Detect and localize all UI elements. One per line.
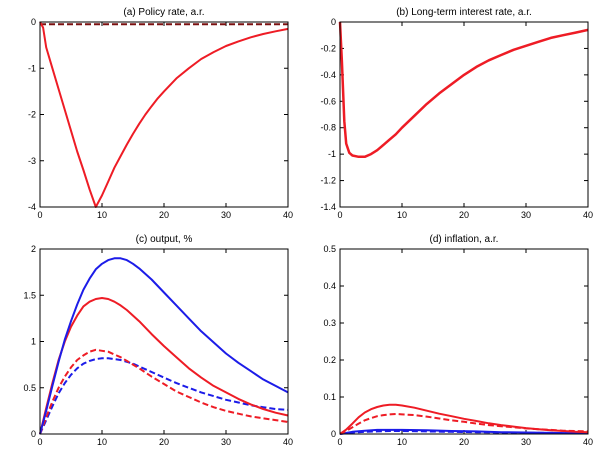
chart-long-term-rate: (b) Long-term interest rate, a.r. 0 10 20 3…: [300, 0, 600, 227]
chart-title-b: (b) Long-term interest rate, a.r.: [396, 7, 532, 18]
x-tick-label: 10: [397, 210, 407, 220]
chart-output: (c) output, % 0 10 20 30 40 0 0.5 1 1.5 2: [0, 227, 300, 454]
x-tick-label: 30: [521, 210, 531, 220]
x-tick-label: 20: [459, 437, 469, 447]
y-tick-label: -1.4: [320, 202, 336, 212]
y-tick-label: 0: [31, 429, 36, 439]
output-blue-dashed: [39, 357, 289, 435]
y-tick-label: 0.3: [323, 318, 336, 328]
y-tick-label: 0.4: [323, 281, 336, 291]
y-tick-label: -1: [28, 63, 36, 73]
y-tick-label: -3: [28, 156, 36, 166]
axes-box: [339, 248, 589, 435]
y-tick-label: 0: [331, 429, 336, 439]
chart-inflation: (d) inflation, a.r. 0 10 20 30 40 0 0.1 0.2 0.3 0…: [300, 227, 600, 454]
x-tick-label: 40: [583, 437, 593, 447]
y-tick-label: 0.5: [23, 383, 36, 393]
chart-policy-rate: (a) Policy rate, a.r. 0 10 20 30 40 0 -1 -2 -3 -4: [0, 0, 300, 227]
x-tick-label: 0: [37, 210, 42, 220]
inflation-red-solid: [339, 403, 589, 435]
y-tick-label: -0.8: [320, 123, 336, 133]
y-tick-label: 0.2: [323, 355, 336, 365]
chart-title-a: (a) Policy rate, a.r.: [123, 7, 205, 18]
inflation-blue-solid: [339, 428, 588, 435]
long-term-rate-plot: 0 10 20 30 40 0 -0.2 -0.4 -0.6 -0.8 -1 -1.2 -1.4: [320, 17, 593, 220]
y-tick-label: 0: [31, 17, 36, 27]
y-tick-label: -0.6: [320, 96, 336, 106]
x-tick-label: 40: [283, 437, 293, 447]
y-tick-label: -1: [328, 149, 336, 159]
y-tick-label: 0.1: [323, 392, 336, 402]
axes-box: [339, 21, 589, 208]
axes-box: [39, 248, 289, 435]
x-tick-label: 30: [221, 437, 231, 447]
x-tick-label: 20: [459, 210, 469, 220]
x-tick-label: 10: [397, 437, 407, 447]
x-tick-label: 0: [337, 210, 342, 220]
x-tick-label: 20: [159, 437, 169, 447]
y-tick-label: -2: [28, 110, 36, 120]
y-tick-label: 0.5: [323, 244, 336, 254]
policy-rate-plot: 0 10 20 30 40 0 -1 -2 -3 -4: [28, 17, 293, 220]
output-red-solid: [39, 297, 289, 435]
x-tick-label: 20: [159, 210, 169, 220]
chart-title-d: (d) inflation, a.r.: [429, 234, 499, 245]
y-tick-label: 1: [31, 337, 36, 347]
y-tick-label: 0: [331, 17, 336, 27]
output-plot: 0 10 20 30 40 0 0.5 1 1.5 2: [23, 244, 293, 447]
axes-box: [39, 21, 289, 208]
y-tick-label: -0.4: [320, 70, 336, 80]
output-blue-solid: [39, 257, 289, 435]
y-tick-label: 2: [31, 244, 36, 254]
x-tick-label: 10: [97, 437, 107, 447]
x-tick-label: 10: [97, 210, 107, 220]
x-tick-label: 30: [521, 437, 531, 447]
policy-rate-red-solid: [39, 21, 289, 208]
y-tick-label: 1.5: [23, 290, 36, 300]
output-red-dashed: [39, 348, 289, 435]
chart-title-c: (c) output, %: [135, 234, 193, 245]
long-rate-red-solid: [338, 21, 589, 159]
x-tick-label: 40: [583, 210, 593, 220]
x-tick-label: 40: [283, 210, 293, 220]
y-tick-label: -0.2: [320, 43, 336, 53]
y-tick-label: -1.2: [320, 176, 336, 186]
x-tick-label: 0: [337, 437, 342, 447]
inflation-plot: 0 10 20 30 40 0 0.1 0.2 0.3 0.4 0.5: [323, 244, 593, 447]
x-tick-label: 0: [37, 437, 42, 447]
y-tick-label: -4: [28, 202, 36, 212]
x-tick-label: 30: [221, 210, 231, 220]
